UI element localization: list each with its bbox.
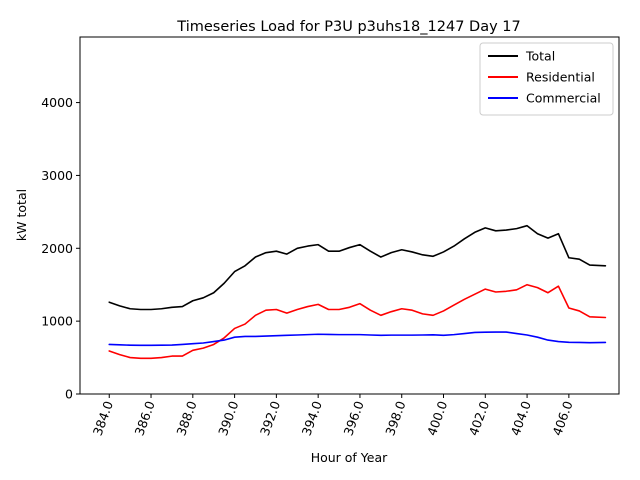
x-tick-label: 384.0: [90, 399, 116, 438]
x-tick-label: 406.0: [549, 399, 575, 438]
legend: Total Residential Commercial: [479, 42, 614, 116]
plot-frame: [79, 36, 620, 395]
y-tick-label: 2000: [41, 241, 73, 256]
x-tick-label: 402.0: [466, 399, 492, 438]
x-tick-label: 386.0: [132, 399, 158, 438]
series-line-commercial: [108, 331, 607, 347]
y-tick-label: 1000: [41, 314, 73, 329]
x-tick-label: 394.0: [299, 399, 325, 438]
chart-title: Timeseries Load for P3U p3uhs18_1247 Day…: [176, 19, 520, 35]
x-axis: 384.0 386.0 388.0 390.0 392.0 394.0 396.0 398.0…: [90, 394, 576, 438]
legend-label-total: Total: [525, 49, 555, 64]
y-axis-title: kW total: [14, 189, 29, 241]
series-line-total: [108, 224, 607, 311]
y-axis: 0 1000 2000 3000 4000: [41, 95, 80, 402]
x-axis-title: Hour of Year: [311, 450, 388, 465]
x-tick-label: 396.0: [340, 399, 366, 438]
y-tick-label: 4000: [41, 95, 73, 110]
x-tick-label: 400.0: [424, 399, 450, 438]
x-tick-label: 388.0: [173, 399, 199, 438]
x-tick-label: 392.0: [257, 399, 283, 438]
x-tick-label: 390.0: [215, 399, 241, 438]
legend-label-commercial: Commercial: [526, 91, 601, 106]
x-tick-label: 404.0: [508, 399, 534, 438]
legend-label-residential: Residential: [526, 70, 595, 85]
y-tick-label: 0: [65, 387, 73, 402]
y-tick-label: 3000: [41, 168, 73, 183]
series-line-residential: [108, 283, 607, 360]
plot-area: [79, 36, 620, 395]
x-tick-label: 398.0: [382, 399, 408, 438]
series-layer: [108, 224, 607, 360]
